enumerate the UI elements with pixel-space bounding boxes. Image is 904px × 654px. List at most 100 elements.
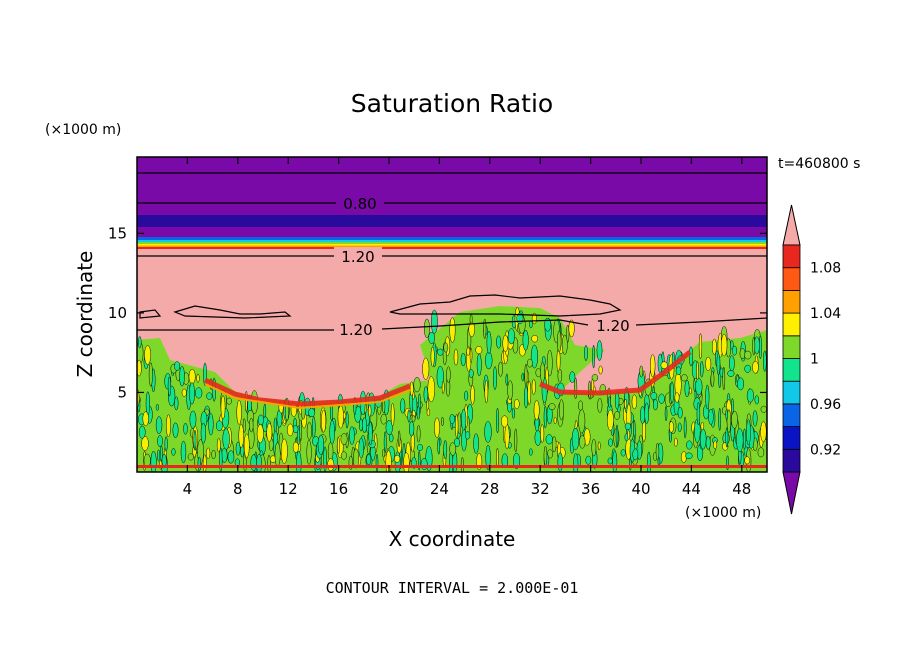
cloud-cell — [569, 371, 576, 383]
colorbar-tick-label: 1.08 — [810, 261, 841, 277]
cloud-cell — [548, 403, 556, 411]
cloud-cell — [650, 392, 658, 400]
cloud-cell — [571, 428, 580, 451]
colorbar-extend-low — [782, 471, 801, 515]
cloud-cell — [705, 435, 711, 450]
band-red — [137, 247, 767, 249]
cloud-cell — [544, 317, 552, 332]
cloud-cell — [670, 381, 674, 404]
cloud-cell — [498, 361, 503, 377]
cloud-cell — [677, 422, 682, 433]
cloud-cell — [624, 398, 628, 409]
cloud-cell — [449, 442, 457, 456]
cloud-cell — [727, 370, 735, 377]
contour-line-120-mid — [137, 317, 768, 331]
cloud-cell — [725, 408, 728, 420]
cloud-cell — [688, 387, 692, 395]
cloud-cell — [196, 373, 200, 383]
contour-label-120-top: 1.20 — [341, 248, 374, 266]
band-deep-blue — [137, 215, 767, 227]
cloud-cell — [486, 331, 492, 354]
cloud-cell — [660, 361, 668, 369]
cloud-cell — [496, 447, 499, 468]
cloud-cell — [166, 414, 171, 438]
contour-lines — [137, 172, 768, 331]
cloud-cell — [535, 368, 542, 378]
contour-interval-label: CONTOUR INTERVAL = 2.000E-01 — [326, 579, 579, 597]
cloud-cell — [220, 395, 226, 420]
cloud-cell — [394, 454, 401, 463]
cloud-cell — [531, 334, 539, 343]
cloud-cell — [380, 413, 387, 425]
band-green — [137, 242, 767, 244]
y-axis-label: Z coordinate — [73, 251, 97, 378]
cloud-cell — [403, 452, 410, 472]
cloud-edge-red — [203, 377, 411, 407]
band-blue — [137, 237, 767, 240]
cloud-cell — [631, 394, 638, 410]
cloud-cell — [368, 404, 372, 418]
band-yellow — [137, 244, 767, 246]
cloud-cell — [382, 449, 386, 458]
contour-line-cloud-top — [173, 305, 292, 319]
cloud-cell — [591, 438, 597, 457]
colorbar-extend-high — [782, 204, 801, 246]
cloud-cell — [507, 328, 516, 345]
cloud-cell — [607, 396, 611, 408]
cloud-cell — [746, 419, 751, 446]
cloud-cell — [468, 321, 475, 337]
cloud-cell — [243, 433, 250, 458]
cloud-cell — [646, 451, 651, 472]
contour-labels: 0.80 1.20 1.20 1.20 — [334, 194, 636, 339]
x-tick-label: 8 — [233, 480, 243, 498]
cloud-cell — [437, 437, 441, 455]
cloud-cell — [725, 427, 729, 448]
cloud-cell — [468, 369, 474, 378]
cloud-cell — [141, 436, 149, 451]
cloud-cell — [511, 407, 516, 419]
cloud-cell — [449, 414, 455, 425]
cloud-cell — [411, 415, 416, 423]
cloud-cell — [337, 436, 340, 455]
cloud-cell — [455, 413, 459, 438]
cloud-cell — [674, 392, 680, 403]
cloud-cell — [551, 436, 557, 453]
cloud-cell — [157, 449, 161, 462]
cloud-cell — [311, 416, 316, 439]
cloud-cell — [216, 437, 221, 453]
cloud-cell — [426, 408, 431, 417]
cloud-cell — [206, 392, 213, 400]
cloud-cell — [292, 441, 299, 453]
cloud-cell — [546, 349, 553, 377]
cloud-cell — [752, 361, 759, 374]
cloud-cell — [466, 347, 471, 356]
colorbar-swatch — [782, 380, 801, 405]
cloud-cell — [514, 428, 518, 453]
cloud-cell — [591, 374, 599, 382]
cloud-cell — [627, 430, 631, 440]
cloud-cell — [639, 365, 644, 378]
cloud-cell — [713, 440, 718, 450]
cloud-cell — [308, 408, 316, 418]
cloud-cell — [469, 347, 473, 364]
cloud-cell — [746, 388, 754, 403]
cloud-cell — [174, 361, 181, 371]
cloud-cell — [573, 377, 578, 399]
cloud-cell — [327, 442, 334, 462]
cloud-cell — [257, 414, 265, 426]
cloud-cell — [189, 382, 195, 405]
cloud-cell — [607, 457, 613, 465]
cloud-cell — [274, 442, 281, 467]
cloud-cell — [527, 380, 532, 406]
y-tick-label: 10 — [108, 304, 127, 322]
cloud-cell — [145, 391, 150, 416]
cloud-cell — [441, 416, 444, 427]
y-tick-label: 5 — [117, 383, 127, 401]
cloud-cell — [174, 396, 179, 411]
cloud-cell — [238, 424, 244, 448]
cloud-cell — [436, 365, 444, 389]
x-tick-label: 44 — [682, 480, 701, 498]
cloud-cell — [453, 437, 461, 448]
cloud-cell — [407, 409, 411, 423]
cloud-cell — [321, 409, 327, 433]
